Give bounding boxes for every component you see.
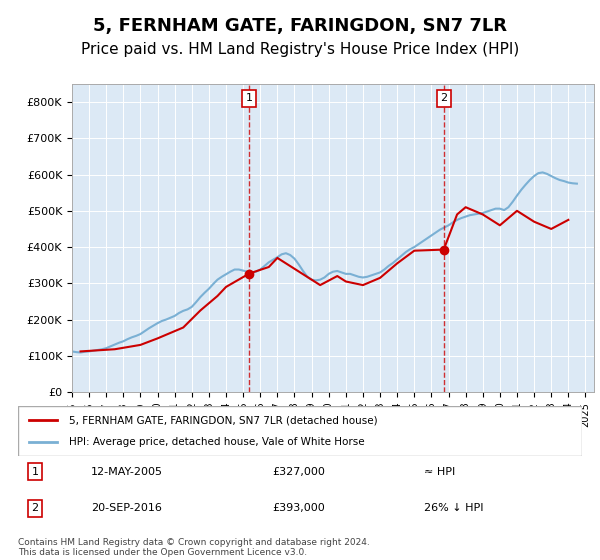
Text: Contains HM Land Registry data © Crown copyright and database right 2024.
This d: Contains HM Land Registry data © Crown c… <box>18 538 370 557</box>
Text: £393,000: £393,000 <box>272 503 325 513</box>
FancyBboxPatch shape <box>18 406 582 456</box>
Text: 2: 2 <box>440 94 447 104</box>
Text: 2: 2 <box>31 503 38 513</box>
Text: Price paid vs. HM Land Registry's House Price Index (HPI): Price paid vs. HM Land Registry's House … <box>81 42 519 57</box>
Text: 1: 1 <box>31 467 38 477</box>
Text: 5, FERNHAM GATE, FARINGDON, SN7 7LR (detached house): 5, FERNHAM GATE, FARINGDON, SN7 7LR (det… <box>69 415 377 425</box>
Text: 26% ↓ HPI: 26% ↓ HPI <box>424 503 484 513</box>
Text: £327,000: £327,000 <box>272 467 325 477</box>
Text: 5, FERNHAM GATE, FARINGDON, SN7 7LR: 5, FERNHAM GATE, FARINGDON, SN7 7LR <box>93 17 507 35</box>
Text: HPI: Average price, detached house, Vale of White Horse: HPI: Average price, detached house, Vale… <box>69 437 364 447</box>
Text: ≈ HPI: ≈ HPI <box>424 467 455 477</box>
Text: 12-MAY-2005: 12-MAY-2005 <box>91 467 163 477</box>
Text: 20-SEP-2016: 20-SEP-2016 <box>91 503 162 513</box>
Text: 1: 1 <box>246 94 253 104</box>
